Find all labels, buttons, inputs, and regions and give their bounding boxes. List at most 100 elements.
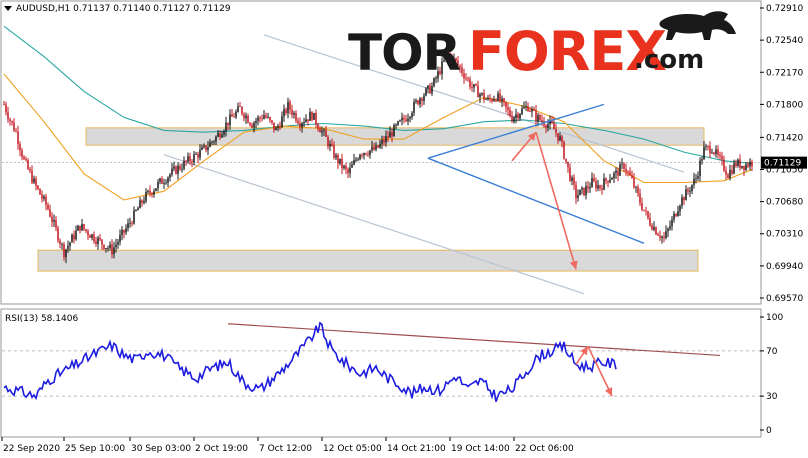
rsi-line (3, 321, 617, 402)
candle-body (433, 78, 435, 87)
support-zone (37, 249, 699, 272)
candle-body (507, 107, 509, 110)
candle-body (319, 128, 321, 133)
candle-body (729, 170, 731, 178)
channel-upper-line (263, 34, 685, 173)
candle-body (371, 146, 373, 151)
candle-body (667, 228, 669, 232)
candle-body (315, 112, 317, 125)
candle-body (517, 114, 519, 118)
candle-body (167, 177, 169, 183)
candle-body (17, 131, 19, 145)
candle-body (35, 178, 37, 186)
candle-body (137, 208, 139, 211)
candle-body (555, 129, 557, 134)
candle-body (317, 124, 319, 129)
candle-body (651, 225, 653, 230)
candle-body (159, 178, 161, 182)
candle-body (723, 159, 725, 171)
candle-body (569, 167, 571, 181)
candle-body (231, 114, 233, 117)
candle-body (543, 121, 545, 126)
candle-body (355, 159, 357, 161)
candle-body (465, 78, 467, 79)
support-resistance-zones (37, 127, 705, 272)
candle-body (565, 158, 567, 162)
candle-body (65, 249, 67, 258)
candle-body (285, 109, 287, 113)
candle-body (125, 228, 127, 233)
logo-text-com: .com (634, 45, 704, 75)
candle-body (71, 234, 73, 243)
torforex-logo: TOR FOREX .com (348, 11, 736, 83)
candle-body (429, 85, 431, 94)
candle-body (481, 93, 483, 95)
logo-text-forex: FOREX (468, 20, 666, 83)
candle-body (165, 182, 167, 184)
candle-body (153, 190, 155, 195)
candle-body (225, 122, 227, 132)
candle-body (363, 153, 365, 156)
candle-body (189, 156, 191, 162)
candle-body (45, 196, 47, 205)
candle-body (735, 163, 737, 166)
candle-body (195, 154, 197, 155)
rsi-arrow-up-head (580, 346, 588, 356)
rsi-panel[interactable]: 100 70 30 0 RSI(13) 58.1406 (0, 308, 783, 438)
candle-body (431, 86, 433, 94)
candle-body (397, 121, 399, 125)
candle-body (351, 164, 353, 168)
candle-body (201, 147, 203, 150)
price-tick-label: 0.71050 (766, 165, 803, 175)
candle-body (659, 235, 661, 238)
candle-body (55, 219, 57, 228)
candle-body (185, 160, 187, 162)
candle-body (275, 128, 277, 131)
candle-body (599, 185, 601, 189)
candle-body (217, 133, 219, 137)
candle-body (601, 188, 603, 190)
candle-body (59, 240, 61, 245)
candle-body (249, 122, 251, 125)
candle-body (525, 106, 527, 108)
candle-body (83, 224, 85, 230)
candle-body (109, 244, 111, 249)
candle-body (25, 159, 27, 161)
candle-body (577, 195, 579, 199)
candle-body (523, 107, 525, 109)
channel-lower-line (163, 154, 585, 295)
candle-body (107, 248, 109, 249)
candle-body (731, 170, 733, 174)
candle-body (115, 244, 117, 248)
candle-body (549, 120, 551, 125)
candle-body (353, 159, 355, 165)
candle-body (533, 109, 535, 111)
candle-body (685, 189, 687, 201)
candle-body (255, 121, 257, 123)
candle-body (471, 87, 473, 88)
main-price-panel[interactable]: 0.72910 0.72540 0.72170 0.71800 0.71420 0.710… (0, 0, 807, 305)
price-axis: 0.72910 0.72540 0.72170 0.71800 0.71420 0.710… (760, 4, 807, 304)
candle-body (415, 100, 417, 102)
candle-body (311, 112, 313, 120)
candle-body (395, 124, 397, 126)
candle-body (39, 188, 41, 195)
candle-body (33, 178, 35, 183)
candle-body (75, 230, 77, 240)
candle-body (337, 155, 339, 164)
chart-menu-triangle-icon[interactable] (4, 6, 12, 11)
candle-body (221, 134, 223, 138)
candle-body (251, 124, 253, 128)
candle-body (293, 112, 295, 115)
candle-body (715, 149, 717, 154)
candle-body (89, 235, 91, 238)
candle-body (289, 101, 291, 110)
candle-body (641, 203, 643, 210)
candle-body (597, 185, 599, 189)
candle-body (379, 143, 381, 148)
candle-body (327, 136, 329, 147)
price-tick-label: 0.69940 (766, 262, 803, 272)
rsi-panel-frame (0, 308, 762, 438)
candle-body (273, 122, 275, 131)
